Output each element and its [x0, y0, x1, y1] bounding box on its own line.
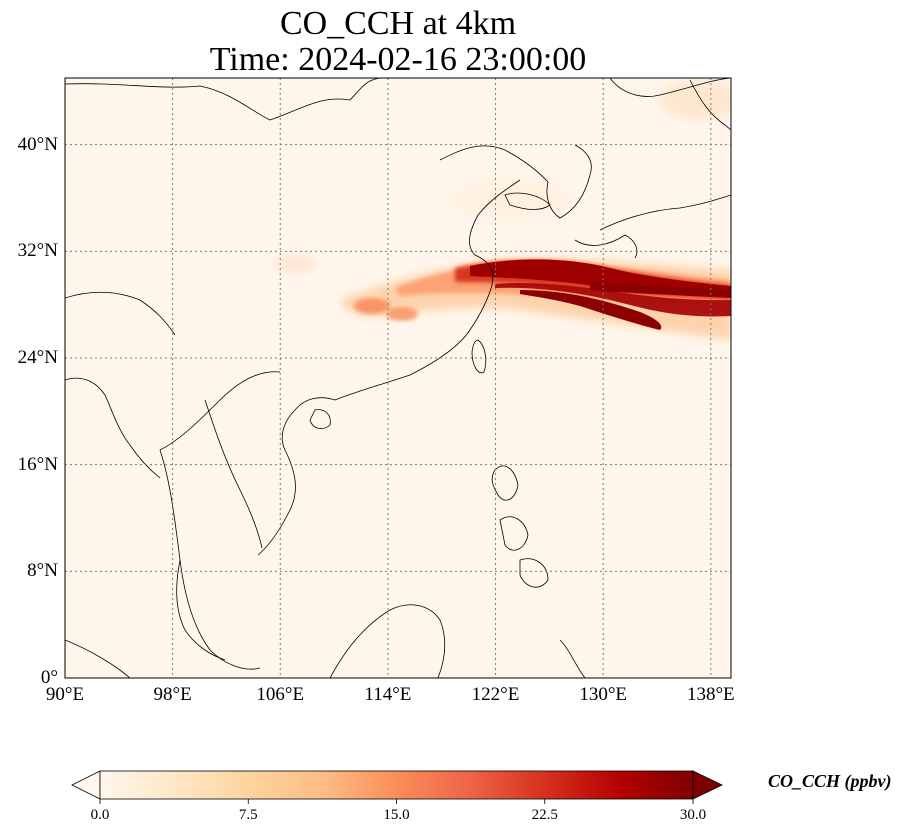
colorbar-tick-label: 0.0 — [90, 807, 110, 823]
colorbar — [71, 770, 723, 804]
lon-tick-label: 130°E — [579, 684, 628, 705]
gridlines — [65, 78, 731, 678]
lon-tick-label: 114°E — [364, 684, 412, 705]
colorbar-extend-max — [692, 770, 723, 800]
colorbar-tick-label: 15.0 — [383, 807, 410, 823]
colorbar-tick-label: 22.5 — [531, 807, 558, 823]
co-plume — [340, 258, 731, 340]
colorbar-tickmarks — [99, 799, 694, 804]
lat-tick-label: 8°N — [27, 560, 58, 582]
lat-tick-label: 40°N — [17, 133, 58, 155]
colorbar-gradient — [99, 770, 694, 800]
lon-tick-label: 106°E — [256, 684, 305, 705]
map-frame — [64, 77, 732, 679]
lat-tick-label: 0° — [40, 667, 58, 688]
title-line-1: CO_CCH at 4km — [279, 5, 517, 42]
lat-tick-label: 32°N — [17, 240, 58, 262]
colorbar-tick-label: 7.5 — [238, 807, 258, 823]
lon-tick-label: 90°E — [45, 684, 85, 705]
coastlines — [65, 78, 731, 678]
colorbar-tick-label: 30.0 — [679, 807, 707, 823]
lon-tick-label: 98°E — [153, 684, 192, 705]
concentration-field — [65, 78, 731, 678]
lat-tick-label: 24°N — [17, 347, 58, 368]
lat-tick-label: 16°N — [17, 453, 58, 475]
lon-tick-label: 122°E — [471, 684, 520, 705]
colorbar-extend-min — [71, 770, 101, 800]
colorbar-label: CO_CCH (ppbv) — [768, 771, 892, 791]
title-line-2: Time: 2024-02-16 23:00:00 — [209, 41, 587, 78]
lon-tick-label: 138°E — [686, 684, 735, 705]
